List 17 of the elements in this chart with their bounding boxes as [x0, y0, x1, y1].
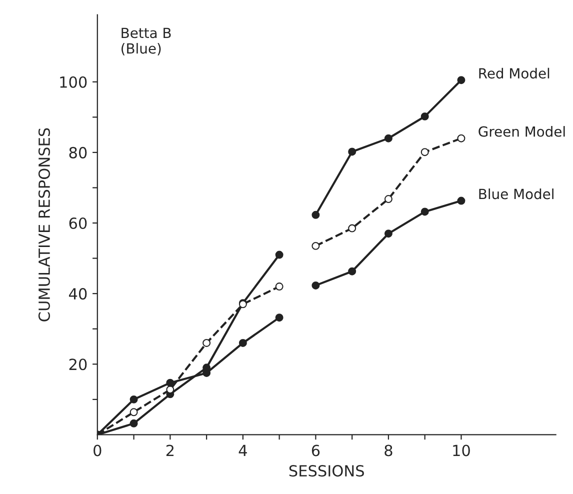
x-axis-title: SESSIONS — [289, 465, 364, 477]
series-label: Blue Model — [479, 188, 554, 200]
x-tick-label: 6 — [312, 444, 320, 456]
series-label: Green Model — [478, 126, 565, 137]
y-tick-label: 80 — [69, 146, 87, 158]
text: Betta B (Blue) — [122, 28, 171, 56]
x-tick-label: 10 — [453, 444, 470, 456]
y-tick-label: 40 — [68, 288, 87, 300]
y-tick-label: 20 — [69, 358, 87, 370]
y-tick-label: 60 — [69, 217, 87, 230]
x-tick-label: 2 — [166, 444, 174, 456]
x-tick-label: 0 — [94, 444, 102, 456]
y-tick-label: 100 — [60, 76, 87, 88]
y-axis-title: CUMULATIVE RESPONSES — [38, 128, 50, 322]
x-tick-label: 4 — [238, 444, 247, 456]
series-label: Red Model — [479, 68, 550, 79]
x-tick-label: 8 — [384, 444, 392, 456]
